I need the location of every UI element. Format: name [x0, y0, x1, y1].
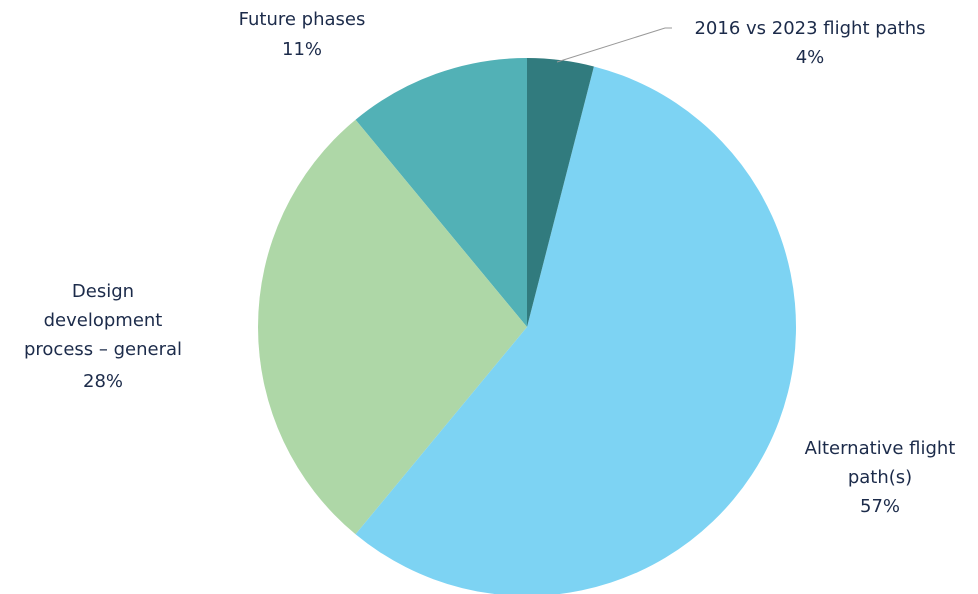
pie-slice	[355, 57, 527, 327]
pie-slice	[355, 66, 796, 594]
pie-slice	[258, 119, 527, 535]
leader-line	[556, 27, 672, 63]
value-label: 4%	[795, 47, 825, 68]
slice-label: Alternative flight path(s)	[804, 438, 956, 488]
slice-label: Design development process – general	[23, 281, 183, 360]
slice-label: Future phases	[238, 9, 366, 30]
value-label: 11%	[281, 39, 323, 60]
pie-slice	[527, 58, 594, 327]
value-label: 28%	[82, 371, 124, 392]
slice-label: 2016 vs 2023 flight paths	[694, 18, 926, 39]
value-label: 57%	[859, 496, 901, 517]
